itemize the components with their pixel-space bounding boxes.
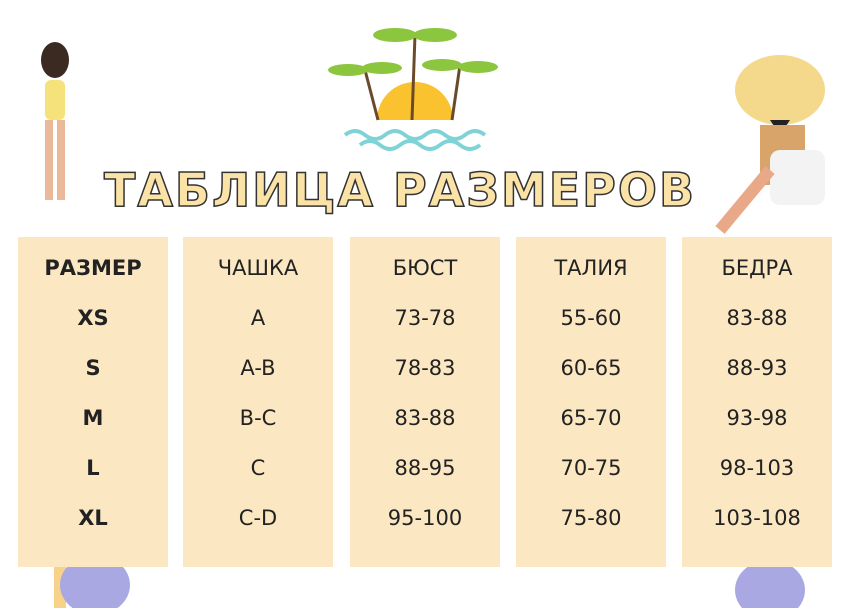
table-cell: 70-75 <box>560 456 622 480</box>
table-cell: 60-65 <box>560 356 622 380</box>
table-cell: 88-93 <box>726 356 788 380</box>
column-header: ТАЛИЯ <box>554 256 628 280</box>
column-waist: ТАЛИЯ 55-60 60-65 65-70 70-75 75-80 <box>516 237 666 567</box>
table-cell: 93-98 <box>726 406 788 430</box>
table-cell: C <box>250 456 266 480</box>
table-cell: 55-60 <box>560 306 622 330</box>
table-cell: 103-108 <box>713 506 801 530</box>
table-cell: 75-80 <box>560 506 622 530</box>
column-size: РАЗМЕР XS S M L XL <box>18 237 168 567</box>
table-cell: 83-88 <box>394 406 456 430</box>
page-title: ТАБЛИЦА РАЗМЕРОВ <box>103 162 697 218</box>
column-cup: ЧАШКА A A-B B-C C C-D <box>183 237 333 567</box>
table-cell: 83-88 <box>726 306 788 330</box>
table-cell: S <box>85 356 101 380</box>
table-cell: 98-103 <box>719 456 795 480</box>
table-cell: XL <box>78 506 108 530</box>
table-cell: 95-100 <box>387 506 463 530</box>
column-header: ЧАШКА <box>217 256 299 280</box>
woman-swimsuit-illustration <box>41 42 69 200</box>
column-header: РАЗМЕР <box>44 256 142 280</box>
column-hips: БЕДРА 83-88 88-93 93-98 98-103 103-108 <box>682 237 832 567</box>
table-cell: 78-83 <box>394 356 456 380</box>
table-cell: A <box>250 306 266 330</box>
column-header: БЕДРА <box>721 256 793 280</box>
woman-hat-illustration <box>715 55 825 234</box>
table-cell: 88-95 <box>394 456 456 480</box>
table-cell: 73-78 <box>394 306 456 330</box>
palm-sunset-illustration <box>320 28 510 160</box>
table-cell: A-B <box>240 356 276 380</box>
column-bust: БЮСТ 73-78 78-83 83-88 88-95 95-100 <box>350 237 500 567</box>
table-cell: B-C <box>239 406 277 430</box>
table-cell: C-D <box>238 506 278 530</box>
table-cell: L <box>86 456 100 480</box>
table-cell: XS <box>77 306 109 330</box>
table-cell: M <box>82 406 104 430</box>
table-cell: 65-70 <box>560 406 622 430</box>
column-header: БЮСТ <box>392 256 458 280</box>
